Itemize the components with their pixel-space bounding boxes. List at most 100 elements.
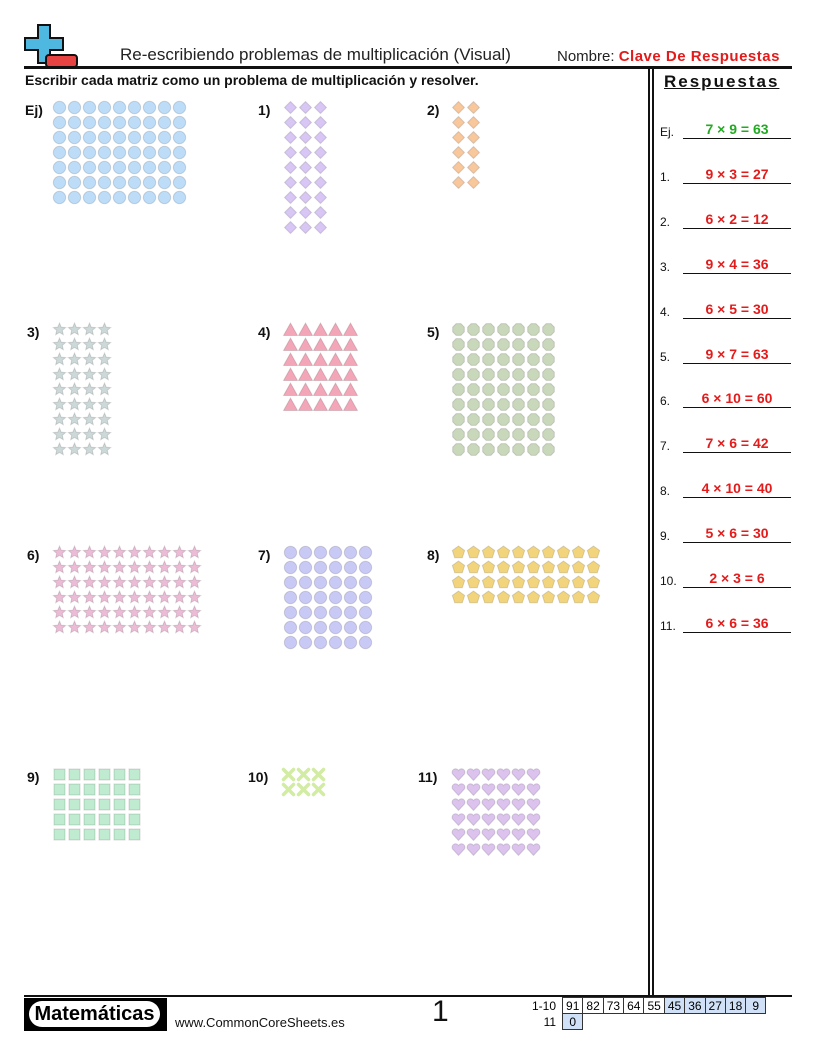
circle-icon (298, 620, 313, 635)
diamond-icon (283, 205, 298, 220)
triangle-icon (312, 366, 329, 381)
answer-value: 6 × 5 = 30 (705, 300, 769, 317)
circle-icon (157, 100, 172, 115)
circle-icon (142, 190, 157, 205)
square-icon (53, 768, 66, 781)
pentagon-icon (571, 590, 586, 604)
name-label: Nombre: (557, 48, 615, 65)
star-icon (52, 619, 67, 634)
circle-icon (112, 100, 127, 115)
pentagon-icon (556, 590, 571, 604)
octagon-icon (497, 383, 510, 396)
pentagon-icon (571, 545, 586, 559)
octagon-icon (527, 443, 540, 456)
octagon-icon (542, 323, 555, 336)
diamond-icon (283, 220, 298, 235)
heart-icon (451, 783, 466, 797)
brand-text: Matemáticas (29, 1001, 160, 1027)
website-link[interactable]: www.CommonCoreSheets.es (175, 1015, 345, 1030)
answer-value: 2 × 3 = 6 (709, 570, 765, 586)
heart-icon (451, 813, 466, 827)
circle-icon (343, 545, 358, 560)
square-icon (128, 798, 141, 811)
octagon-icon (452, 428, 465, 441)
diamond-icon (466, 130, 481, 145)
answer-line: 10. 2 × 3 = 6 (660, 568, 795, 588)
circle-icon (172, 115, 187, 130)
octagon-icon (542, 368, 555, 381)
triangle-icon (327, 366, 344, 381)
star-icon (97, 559, 112, 574)
diamond-icon (313, 205, 328, 220)
diamond-icon (451, 130, 466, 145)
pentagon-icon (481, 590, 496, 604)
circle-icon (172, 100, 187, 115)
circle-icon (97, 175, 112, 190)
pentagon-icon (496, 575, 511, 589)
star-icon (127, 544, 142, 559)
square-icon (128, 768, 141, 781)
star-icon (67, 411, 82, 426)
square-icon (68, 768, 81, 781)
star-icon (157, 574, 172, 589)
square-icon (68, 798, 81, 811)
heart-icon (511, 798, 526, 812)
circle-icon (142, 160, 157, 175)
score-cell: 73 (602, 997, 625, 1014)
answer-underline (683, 497, 791, 499)
answer-line: 9. 5 × 6 = 30 (660, 523, 795, 544)
triangle-icon (342, 366, 359, 381)
circle-icon (358, 635, 373, 650)
heart-icon (511, 813, 526, 827)
star-icon (187, 619, 202, 634)
answer-number: 6. (660, 394, 671, 409)
octagon-icon (482, 338, 495, 351)
circle-icon (52, 190, 67, 205)
circle-icon (97, 145, 112, 160)
triangle-icon (312, 396, 329, 411)
diamond-icon (313, 190, 328, 205)
circle-icon (52, 160, 67, 175)
plus-minus-logo-icon (24, 24, 78, 68)
octagon-icon (497, 338, 510, 351)
star-icon (127, 574, 142, 589)
star-icon (67, 426, 82, 441)
octagon-icon (467, 383, 480, 396)
answer-line: 5. 9 × 7 = 63 (660, 344, 795, 364)
problem-label: 11) (418, 769, 438, 785)
star-icon (97, 589, 112, 604)
circle-icon (127, 130, 142, 145)
star-icon (157, 604, 172, 619)
pentagon-icon (451, 590, 466, 604)
star-icon (82, 366, 97, 381)
circle-icon (67, 190, 82, 205)
array-circle (283, 545, 373, 650)
circle-icon (343, 575, 358, 590)
circle-icon (358, 590, 373, 605)
star-icon (97, 336, 112, 351)
answer-underline (683, 182, 791, 184)
score-row: 11 0 (529, 1013, 766, 1030)
answer-number: 5. (660, 349, 671, 364)
brand-logo: Matemáticas (24, 998, 167, 1031)
pentagon-icon (481, 545, 496, 559)
score-cell: 82 (582, 997, 604, 1014)
circle-icon (172, 145, 187, 160)
circle-icon (67, 130, 82, 145)
star-icon (52, 336, 67, 351)
answer-underline (683, 631, 791, 633)
octagon-icon (497, 443, 510, 456)
star-icon (187, 559, 202, 574)
circle-icon (142, 175, 157, 190)
circle-icon (343, 605, 358, 620)
circle-icon (97, 190, 112, 205)
star-icon (127, 619, 142, 634)
star-icon (52, 381, 67, 396)
pentagon-icon (451, 575, 466, 589)
score-row: 1-10 91 82 73 64 55 45 36 27 18 9 (529, 997, 767, 1014)
pentagon-icon (511, 560, 526, 574)
circle-icon (97, 160, 112, 175)
circle-icon (283, 575, 298, 590)
pentagon-icon (556, 575, 571, 589)
answer-number: 4. (660, 304, 671, 319)
